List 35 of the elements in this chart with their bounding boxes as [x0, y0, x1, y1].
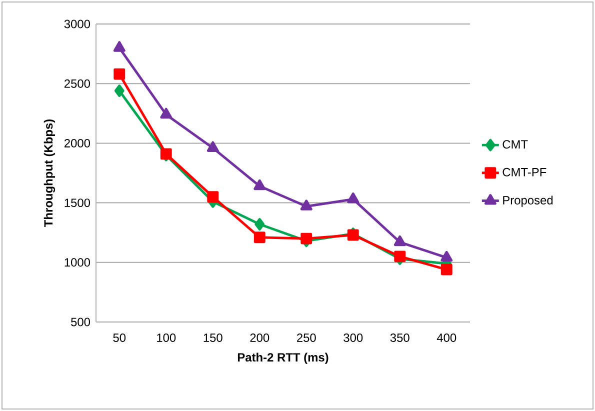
y-tick-label: 1500	[64, 198, 90, 208]
point	[440, 264, 452, 276]
point	[300, 232, 312, 244]
point	[254, 232, 266, 244]
y-tick-label: 2000	[64, 138, 90, 148]
point	[300, 200, 312, 210]
x-tick-label: 250	[296, 333, 316, 342]
point	[114, 84, 124, 97]
y-tick-label: 2500	[64, 79, 90, 88]
point	[347, 192, 360, 204]
x-tick-label: 150	[204, 333, 222, 342]
legend-label: Proposed	[503, 196, 553, 207]
y-axis-title: Throughput (Kbps)	[44, 119, 56, 227]
point	[113, 41, 126, 52]
point	[207, 191, 219, 203]
x-tick-label: 200	[250, 333, 270, 342]
y-tick-label: 3000	[64, 20, 90, 28]
x-tick-label: 400	[436, 333, 456, 342]
y-tick-label: 500	[71, 318, 90, 326]
x-axis-title: Path-2 RTT (ms)	[238, 352, 328, 364]
point	[394, 250, 406, 262]
x-tick-label: 50	[113, 333, 126, 342]
point	[254, 179, 266, 190]
point	[254, 218, 265, 230]
point	[114, 68, 126, 80]
point	[206, 141, 219, 152]
point	[440, 250, 453, 262]
y-tick-label: 1000	[64, 258, 90, 267]
x-tick-label: 100	[157, 333, 176, 342]
legend-label: CMT	[502, 140, 528, 149]
legend-label: CMT-PF	[502, 168, 546, 176]
point	[160, 108, 172, 119]
x-tick-label: 350	[390, 333, 410, 342]
point	[394, 235, 406, 246]
x-tick-label: 300	[344, 333, 363, 342]
